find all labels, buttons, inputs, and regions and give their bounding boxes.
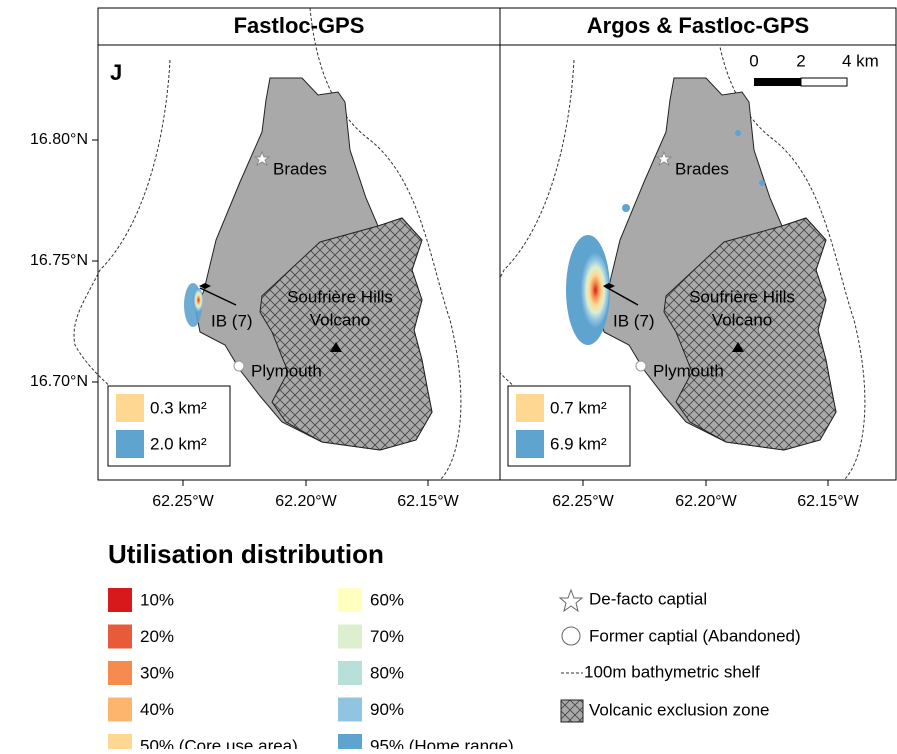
- y-tick-label: 16.70°N: [30, 373, 88, 390]
- core-area: [193, 288, 203, 312]
- legend-label: 100m bathymetric shelf: [584, 662, 760, 681]
- legend-swatch: [338, 588, 362, 612]
- panel-right: Argos & Fastloc-GPS 0 2 4 km Brades IB (…: [499, 7, 897, 481]
- legend-label: 95% (Home range): [370, 736, 514, 749]
- legend-label: 2.0 km²: [150, 434, 207, 453]
- x-tick-label: 62.25°W: [552, 493, 614, 510]
- legend-label: 40%: [140, 700, 174, 719]
- legend-swatch: [108, 734, 132, 754]
- legend-label: 20%: [140, 627, 174, 646]
- legend-label: 30%: [140, 663, 174, 682]
- panel-label: J: [110, 60, 122, 85]
- place-label: Volcano: [310, 310, 371, 329]
- y-tick-label: 16.75°N: [30, 252, 88, 269]
- place-label: Soufrière Hills: [689, 287, 795, 306]
- axes: 16.80°N 16.75°N 16.70°N 62.25°W 62.20°W 62.15…: [30, 131, 860, 510]
- legend-label: De-facto captial: [589, 589, 707, 608]
- legend-swatch: [338, 734, 362, 754]
- legend-label: 60%: [370, 590, 404, 609]
- legend-label: 80%: [370, 663, 404, 682]
- panel-left: Fastloc-GPS J Brades IB (7) Soufrière Hi…: [73, 7, 501, 481]
- x-tick-label: 62.25°W: [152, 493, 214, 510]
- symbol-legend: De-facto captial Former captial (Abandon…: [558, 588, 801, 723]
- legend-swatch: [108, 624, 132, 649]
- legend-label: Former captial (Abandoned): [589, 626, 801, 645]
- legend-title: Utilisation distribution: [108, 539, 384, 569]
- legend-label: Volcanic exclusion zone: [589, 700, 770, 719]
- place-label: IB (7): [613, 311, 655, 330]
- scale-label: 4 km: [842, 51, 879, 70]
- legend-label: 50% (Core use area): [140, 736, 298, 749]
- place-label: Plymouth: [251, 361, 322, 380]
- legend-label: 0.3 km²: [150, 398, 207, 417]
- x-tick-label: 62.20°W: [675, 493, 737, 510]
- legend-label: 0.7 km²: [550, 398, 607, 417]
- place-label: Brades: [675, 159, 729, 178]
- legend-label: 70%: [370, 627, 404, 646]
- x-tick-label: 62.15°W: [797, 493, 859, 510]
- legend-label: 90%: [370, 700, 404, 719]
- legend-swatch: [108, 588, 132, 612]
- legend-swatch: [338, 661, 362, 685]
- panel-title: Fastloc-GPS: [234, 13, 365, 38]
- core-area: [579, 252, 609, 328]
- ud-legend: 10% 20% 30% 40% 50% (Core use area) 60% 70% 80%…: [108, 588, 514, 754]
- legend-label: 6.9 km²: [550, 434, 607, 453]
- place-label: Volcano: [712, 310, 773, 329]
- legend-swatch: [108, 697, 132, 722]
- place-label: IB (7): [211, 311, 253, 330]
- place-label: Plymouth: [653, 361, 724, 380]
- place-label: Brades: [273, 159, 327, 178]
- panel-title: Argos & Fastloc-GPS: [587, 13, 809, 38]
- legend-swatch: [338, 697, 362, 722]
- scale-label: 2: [796, 51, 805, 70]
- x-tick-label: 62.20°W: [275, 493, 337, 510]
- legend-swatch: [338, 624, 362, 649]
- legend-label: 10%: [140, 590, 174, 609]
- scale-label: 0: [749, 51, 758, 70]
- place-label: Soufrière Hills: [287, 287, 393, 306]
- x-tick-label: 62.15°W: [397, 493, 459, 510]
- legend-swatch: [108, 661, 132, 685]
- y-tick-label: 16.80°N: [30, 131, 88, 148]
